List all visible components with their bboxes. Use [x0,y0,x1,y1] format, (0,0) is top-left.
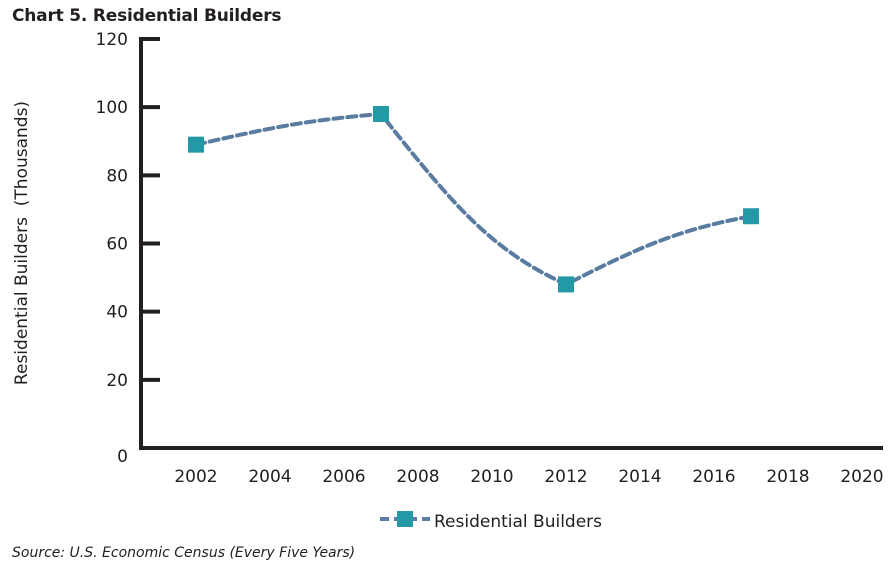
series-line [194,111,753,287]
y-tick-label: 60 [106,235,128,255]
x-tick-label: 2018 [766,467,809,487]
y-tick-label: 40 [106,303,128,323]
series-residential-builders [188,105,759,293]
data-point-2017 [743,208,759,225]
chart-title: Chart 5. Residential Builders [12,6,282,26]
y-tick-label: 20 [106,371,128,391]
x-tick-label: 2012 [544,467,587,487]
y-tick-label: 0 [117,447,128,467]
x-tick-label: 2010 [470,467,513,487]
y-tick-label: 80 [106,166,128,186]
x-tick-label: 2006 [322,467,365,487]
legend-marker [397,511,413,527]
x-tick-label: 2002 [174,467,217,487]
y-axis: 0 20 40 60 80 100 120 [96,30,160,467]
y-tick-label: 100 [96,98,128,118]
y-axis-title: Residential Builders (Thousands) [12,101,32,385]
legend-label: Residential Builders [434,512,602,532]
data-point-2012 [558,276,574,293]
x-tick-label: 2014 [618,467,661,487]
source-note: Source: U.S. Economic Census (Every Five… [12,545,356,561]
y-tick-label: 120 [96,30,128,50]
x-tick-label: 2004 [248,467,291,487]
data-point-2002 [188,136,204,153]
x-tick-label: 2016 [692,467,735,487]
legend: Residential Builders [380,511,602,532]
x-tick-label: 2008 [396,467,439,487]
x-tick-label: 2020 [840,467,883,487]
data-point-2007 [373,105,389,122]
x-axis: 2002 2004 2006 2008 2010 2012 2014 2016 2018 2020 [139,446,884,487]
